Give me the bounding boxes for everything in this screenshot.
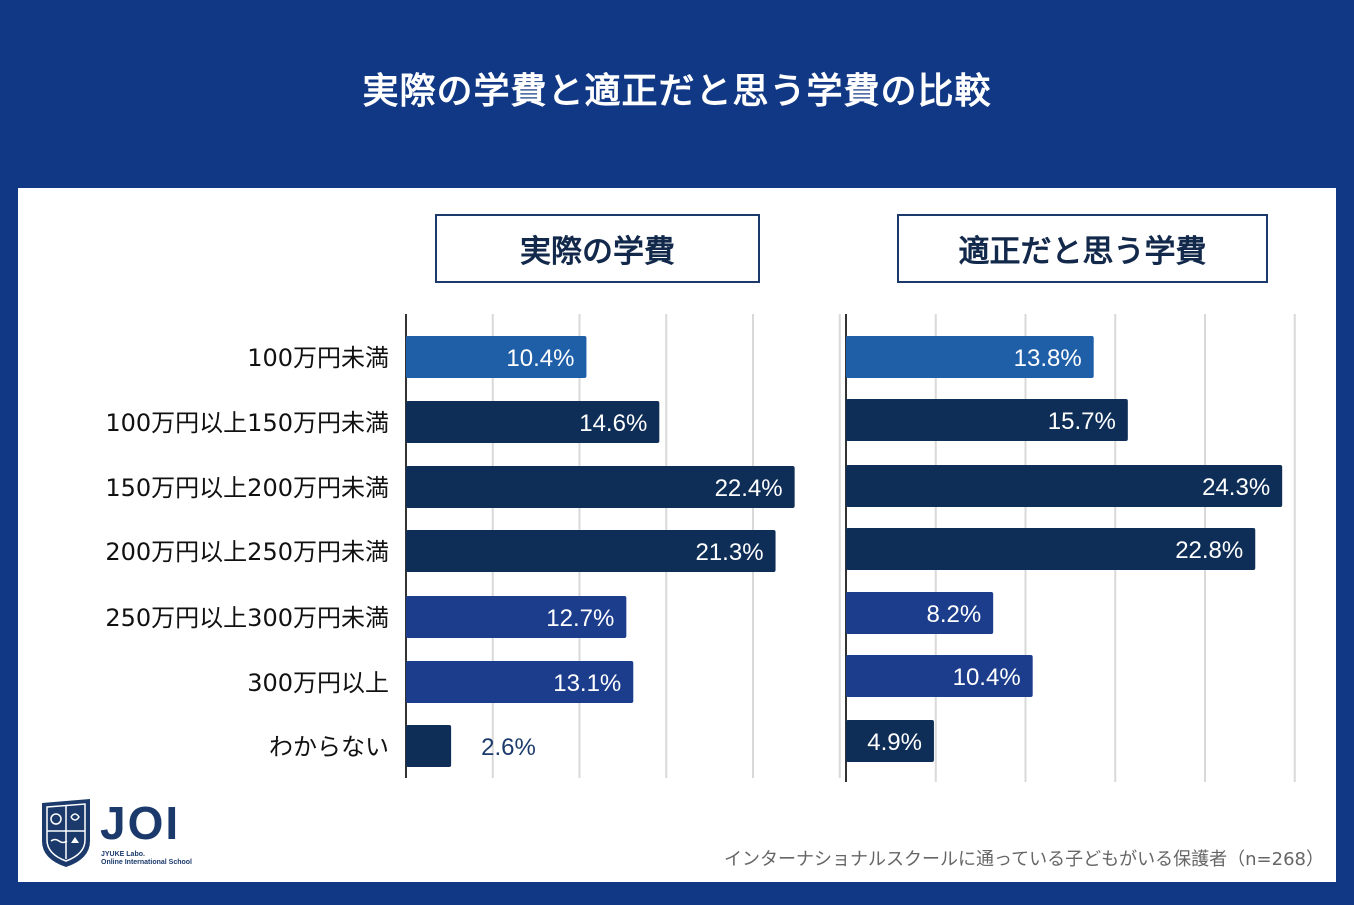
category-label: 100万円以上150万円未満 bbox=[105, 409, 389, 437]
right-bar bbox=[846, 528, 1256, 570]
left-bar bbox=[406, 466, 795, 508]
right-data-label: 13.8% bbox=[1014, 345, 1082, 372]
category-label: 300万円以上 bbox=[247, 669, 389, 697]
right-bar bbox=[846, 399, 1128, 441]
category-label: 100万円未満 bbox=[247, 344, 389, 372]
left-data-label: 14.6% bbox=[579, 410, 647, 437]
right-data-label: 24.3% bbox=[1202, 474, 1270, 501]
right-data-label: 8.2% bbox=[926, 601, 981, 628]
right-data-label: 4.9% bbox=[867, 729, 922, 756]
left-bar bbox=[406, 336, 587, 378]
left-chart-heading: 実際の学費 bbox=[435, 214, 760, 283]
left-bar bbox=[406, 725, 452, 767]
right-bar bbox=[846, 465, 1283, 507]
right-data-label: 10.4% bbox=[953, 664, 1021, 691]
right-data-label: 22.8% bbox=[1175, 537, 1243, 564]
left-data-label: 21.3% bbox=[695, 539, 763, 566]
logo-wordmark: JOI bbox=[100, 797, 181, 849]
right-chart-heading: 適正だと思う学費 bbox=[897, 214, 1268, 283]
left-bar bbox=[406, 661, 634, 703]
category-label: 150万円以上200万円未満 bbox=[105, 474, 389, 502]
left-data-label: 10.4% bbox=[506, 345, 574, 372]
logo-subtitle-1: JYUKE Labo. bbox=[101, 851, 145, 858]
right-bar bbox=[846, 592, 994, 634]
right-bar bbox=[846, 336, 1094, 378]
category-label: 200万円以上250万円未満 bbox=[105, 538, 389, 566]
left-data-label: 12.7% bbox=[546, 605, 614, 632]
left-bar bbox=[406, 401, 660, 443]
left-data-label: 2.6% bbox=[481, 734, 536, 761]
right-data-label: 15.7% bbox=[1048, 408, 1116, 435]
logo-subtitle-2: Online International School bbox=[101, 859, 193, 866]
left-bar bbox=[406, 596, 627, 638]
chart-title: 実際の学費と適正だと思う学費の比較 bbox=[362, 71, 992, 112]
left-data-label: 13.1% bbox=[553, 670, 621, 697]
category-label: 250万円以上300万円未満 bbox=[105, 604, 389, 632]
joi-shield-logo-icon bbox=[42, 799, 90, 867]
left-data-label: 22.4% bbox=[715, 475, 783, 502]
category-label: わからない bbox=[269, 733, 389, 761]
left-bar bbox=[406, 530, 776, 572]
right-bar bbox=[846, 720, 934, 762]
sample-footnote: インターナショナルスクールに通っている子どもがいる保護者（n=268） bbox=[724, 849, 1324, 870]
right-bar bbox=[846, 655, 1033, 697]
